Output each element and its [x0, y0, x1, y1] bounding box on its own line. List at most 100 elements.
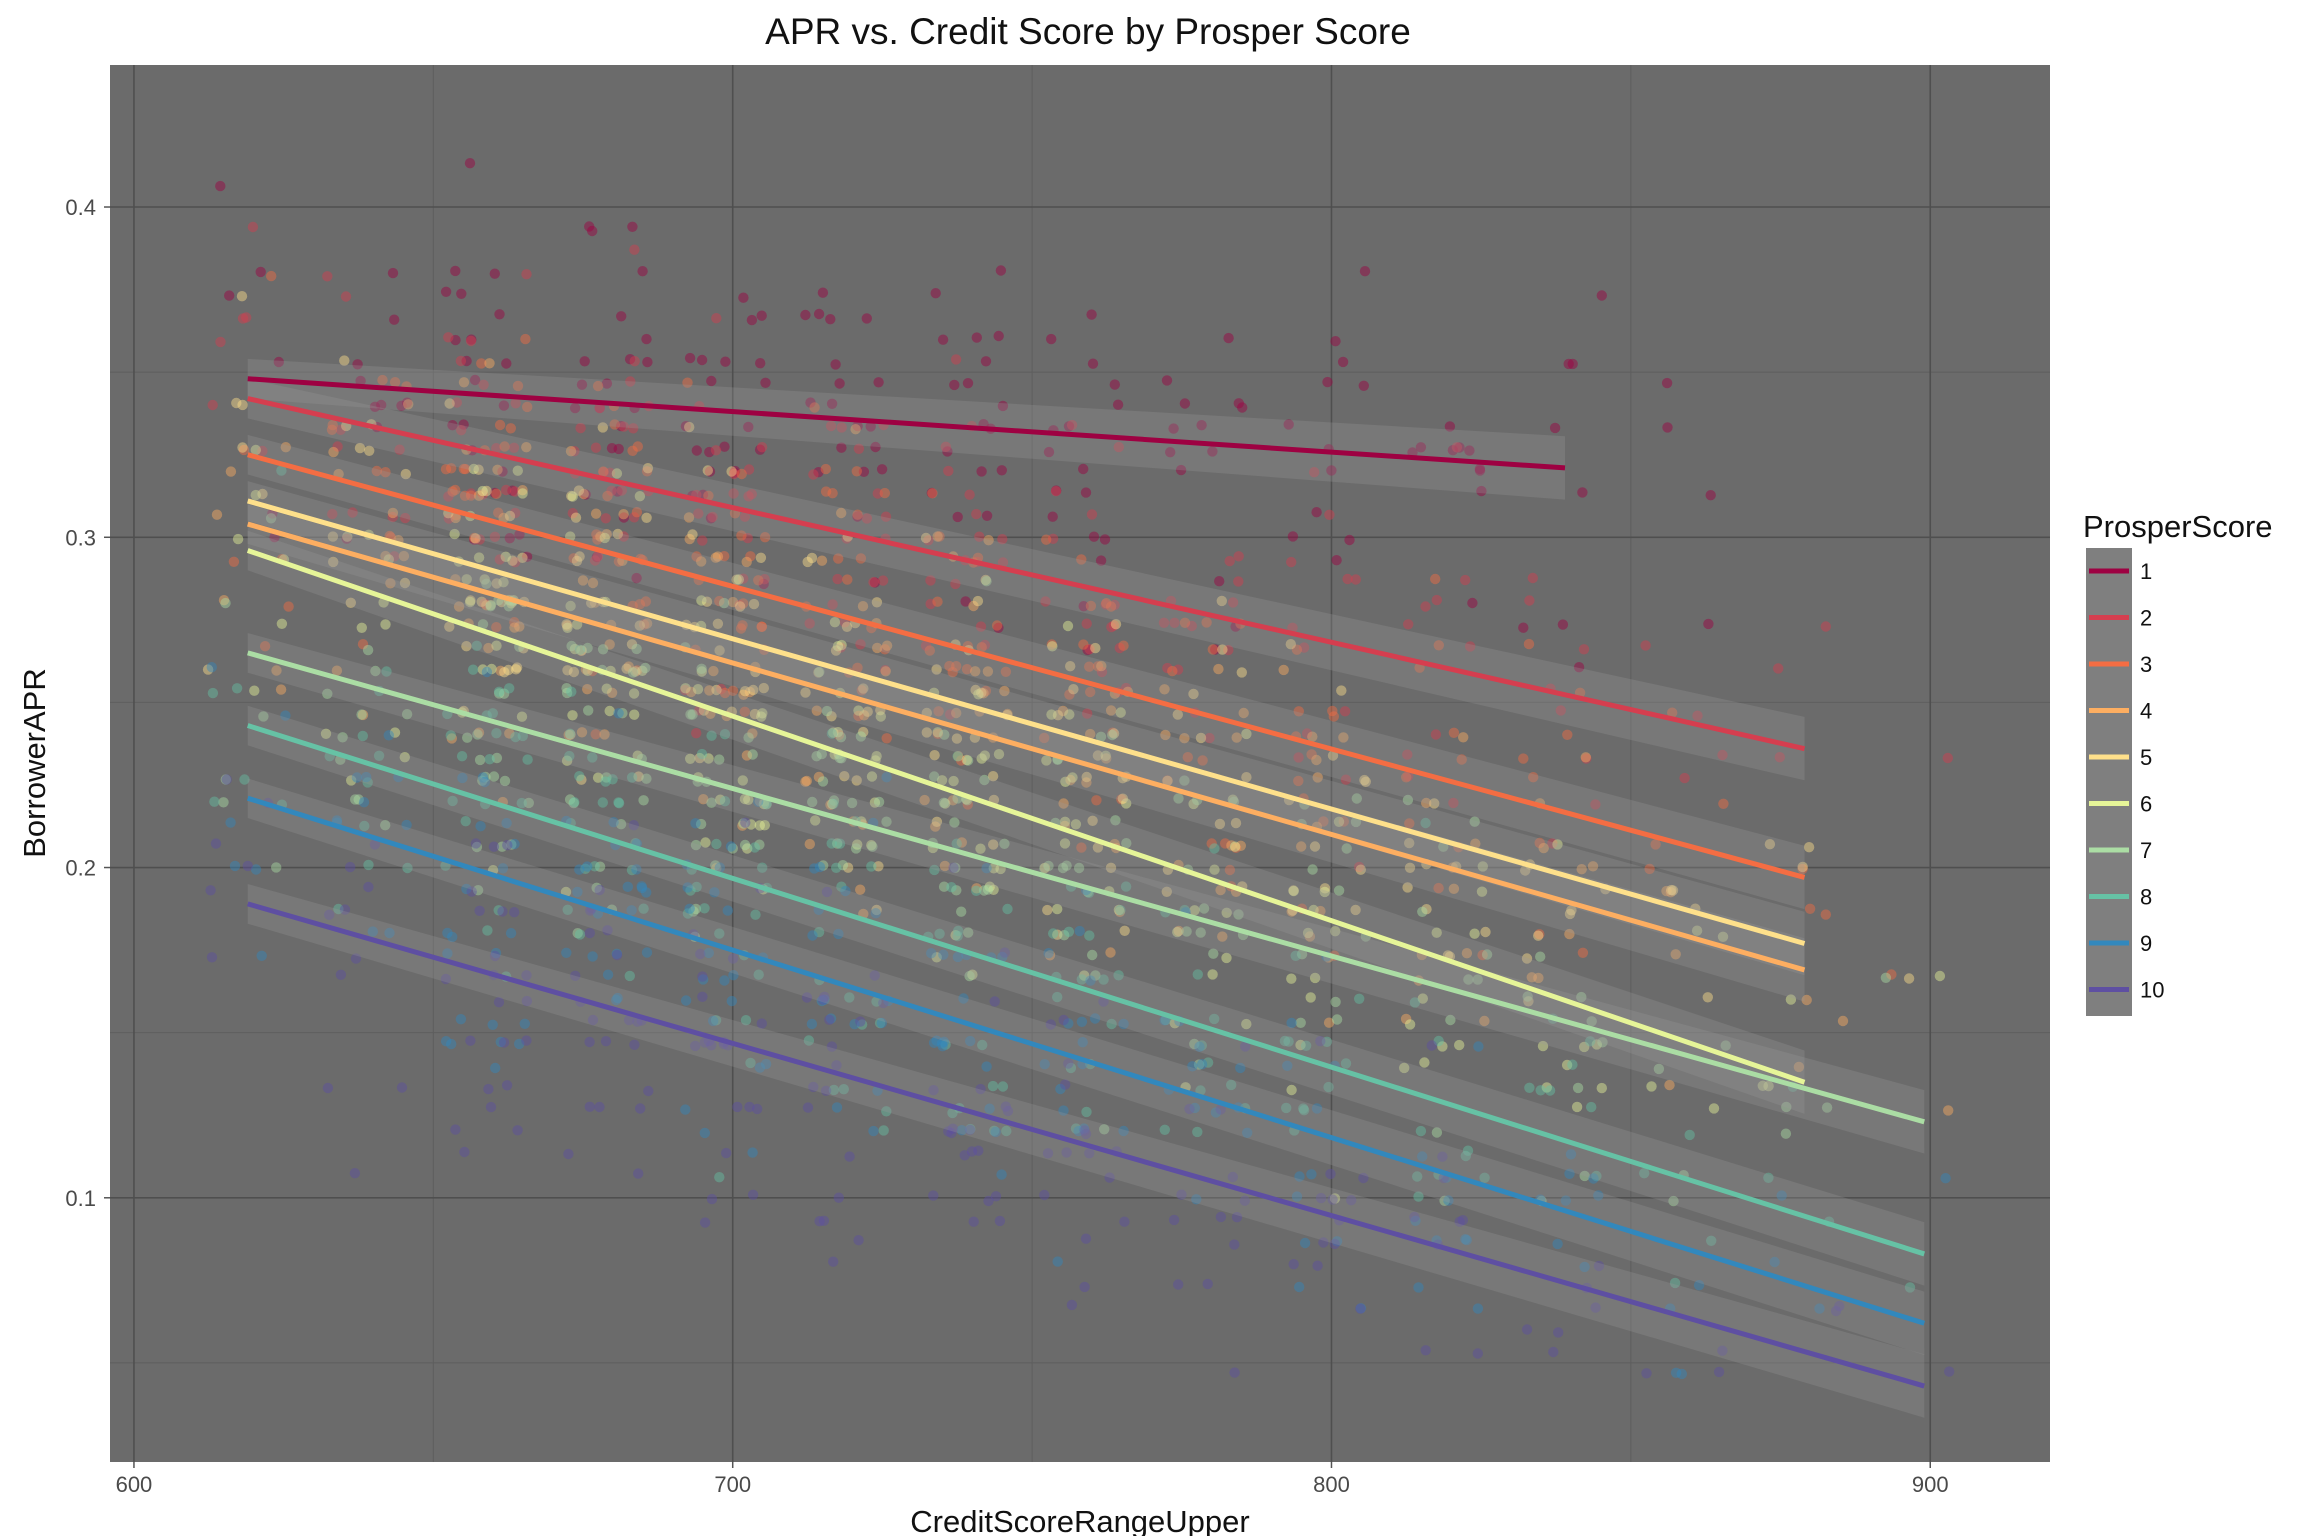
data-point — [400, 512, 411, 524]
data-point — [598, 466, 609, 477]
data-point — [814, 1216, 825, 1227]
data-point — [929, 771, 940, 782]
data-point — [826, 1041, 838, 1052]
data-point — [481, 600, 492, 611]
data-point — [1433, 640, 1445, 651]
data-point — [1717, 749, 1728, 761]
data-point — [1242, 1127, 1253, 1139]
data-point — [966, 1146, 978, 1157]
data-point — [1107, 727, 1118, 738]
data-point — [685, 885, 696, 896]
data-point — [615, 420, 627, 432]
data-point — [618, 531, 629, 542]
data-point — [238, 444, 250, 456]
data-point — [760, 1058, 772, 1070]
data-point — [576, 645, 587, 656]
data-point — [487, 1019, 498, 1030]
data-point — [1195, 732, 1207, 744]
data-point — [1193, 1059, 1205, 1070]
data-point — [207, 399, 218, 411]
data-point — [1076, 554, 1087, 565]
data-point — [1162, 775, 1173, 787]
data-point — [561, 683, 572, 694]
data-point — [1173, 925, 1184, 937]
data-point — [202, 664, 214, 675]
data-point — [1940, 1173, 1951, 1184]
data-point — [1044, 950, 1056, 961]
data-point — [1557, 619, 1569, 630]
data-point — [1116, 794, 1127, 805]
data-point — [727, 843, 738, 854]
data-point — [714, 595, 725, 607]
data-point — [830, 645, 842, 656]
data-point — [981, 1061, 992, 1072]
data-point — [1079, 970, 1090, 981]
data-point — [698, 794, 709, 805]
data-point — [1330, 336, 1341, 347]
data-point — [354, 442, 366, 454]
data-point — [1443, 1195, 1454, 1206]
data-point — [1204, 732, 1215, 744]
data-point — [1104, 1172, 1115, 1183]
data-point — [641, 947, 653, 958]
data-point — [1099, 534, 1111, 545]
data-point — [936, 775, 948, 786]
data-point — [691, 881, 702, 893]
data-point — [1294, 1171, 1305, 1182]
data-point — [1000, 1101, 1011, 1112]
data-point — [461, 883, 472, 895]
data-point — [965, 1035, 976, 1047]
data-point — [632, 441, 643, 452]
data-point — [1713, 1366, 1725, 1378]
data-point — [1110, 815, 1121, 826]
data-point — [853, 443, 865, 454]
data-point — [756, 711, 767, 722]
data-point — [1179, 398, 1191, 409]
data-point — [680, 1104, 691, 1115]
data-point — [826, 838, 837, 849]
data-point — [685, 709, 696, 720]
data-point — [595, 531, 606, 542]
data-point — [328, 446, 339, 458]
data-point — [743, 464, 755, 475]
data-point — [517, 730, 528, 742]
data-point — [738, 573, 749, 584]
data-point — [574, 551, 585, 562]
data-point — [1667, 707, 1678, 718]
confidence-band-8 — [247, 705, 1925, 1286]
data-point — [1474, 465, 1486, 476]
data-point — [938, 1036, 950, 1048]
data-point — [511, 662, 523, 673]
data-point — [1220, 838, 1231, 849]
data-point — [402, 862, 413, 874]
data-point — [1552, 1238, 1563, 1250]
data-point — [804, 618, 815, 629]
data-point — [1233, 551, 1244, 562]
data-point — [1066, 1299, 1078, 1311]
data-point — [1579, 1170, 1590, 1182]
data-point — [1080, 1233, 1092, 1244]
data-point — [1196, 1040, 1208, 1051]
data-point — [1085, 600, 1097, 612]
data-point — [833, 729, 845, 741]
data-point — [976, 642, 987, 653]
data-point — [938, 881, 950, 892]
data-point — [1291, 1191, 1303, 1202]
data-point — [1403, 771, 1414, 782]
data-point — [1117, 793, 1129, 804]
data-point — [738, 818, 749, 829]
data-point — [862, 706, 873, 717]
data-point — [641, 466, 653, 477]
data-point — [1064, 709, 1075, 720]
data-point — [1086, 509, 1098, 520]
data-point — [225, 466, 237, 477]
data-point — [1333, 885, 1345, 896]
data-point — [498, 512, 509, 524]
data-point — [510, 731, 521, 743]
data-point — [1454, 1039, 1465, 1051]
data-point — [737, 775, 748, 786]
data-point — [376, 399, 387, 411]
data-point — [1073, 1125, 1084, 1137]
data-point — [481, 578, 492, 589]
data-point — [1118, 1018, 1129, 1030]
